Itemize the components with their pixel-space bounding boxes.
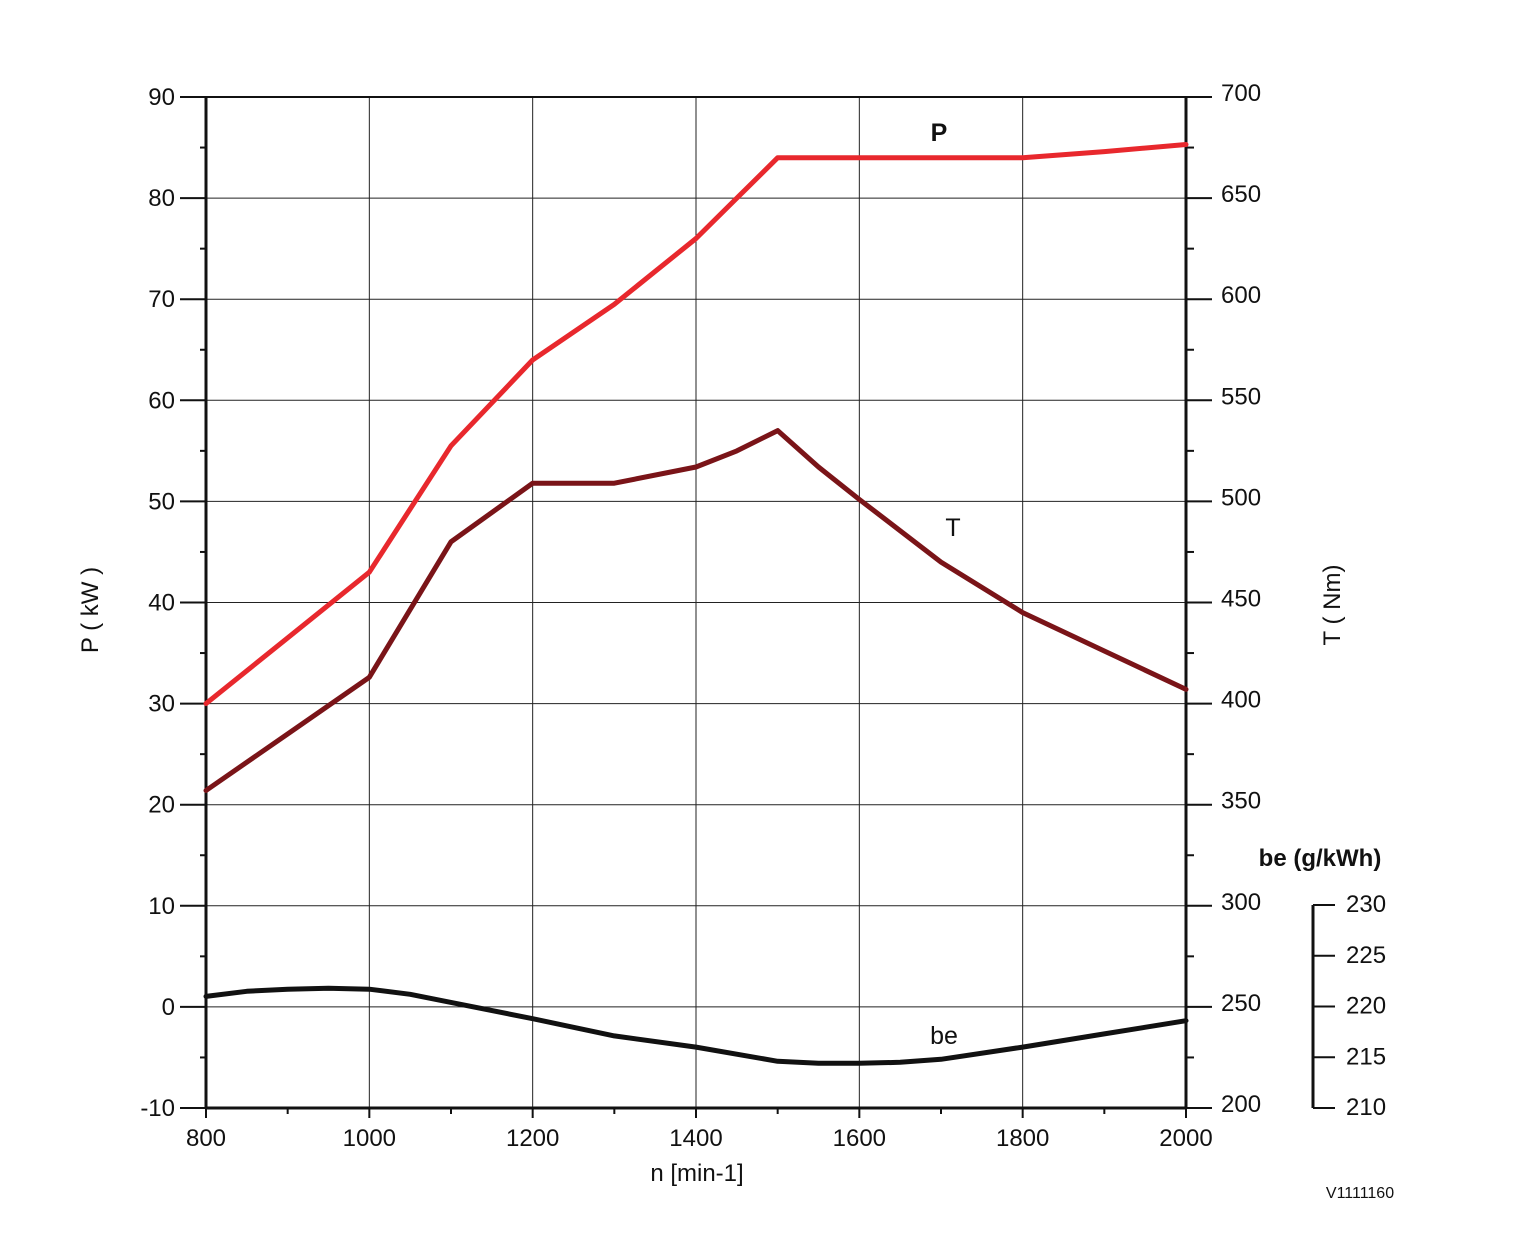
be-tick-label-215: 215: [1346, 1043, 1386, 1070]
x-tick-label-1400: 1400: [669, 1125, 722, 1152]
x-tick-label-1000: 1000: [343, 1125, 396, 1152]
x-tick-label-1600: 1600: [833, 1125, 886, 1152]
x-tick-label-2000: 2000: [1159, 1125, 1212, 1152]
x-tick-label-1800: 1800: [996, 1125, 1049, 1152]
y-left-tick-label-80: 80: [148, 185, 175, 212]
be-axis-title: be (g/kWh): [1259, 845, 1382, 872]
y-right-tick-label-500: 500: [1221, 484, 1261, 511]
series-line-p: [203, 142, 1189, 707]
y-right-axis-title: T ( Nm): [1319, 565, 1346, 646]
y-left-tick-label-30: 30: [148, 691, 175, 718]
y-left-tick-label-70: 70: [148, 286, 175, 313]
y-left-axis-title: P ( kW ): [77, 567, 104, 653]
y-right-tick-label-650: 650: [1221, 181, 1261, 208]
y-right-tick-label-400: 400: [1221, 687, 1261, 714]
series-label-t: T: [945, 514, 960, 542]
be-tick-label-225: 225: [1346, 942, 1386, 969]
y-left-tick-label-20: 20: [148, 792, 175, 819]
y-right-tick-label-200: 200: [1221, 1091, 1261, 1118]
series-label-p: P: [931, 119, 948, 147]
y-left-tick-label-50: 50: [148, 488, 175, 515]
be-tick-label-220: 220: [1346, 993, 1386, 1020]
series-line-t: [203, 428, 1189, 793]
x-axis-title: n [min-1]: [650, 1160, 743, 1187]
y-left-tick-label--10: -10: [140, 1095, 175, 1122]
y-left-tick-label-10: 10: [148, 893, 175, 920]
y-right-tick-label-600: 600: [1221, 282, 1261, 309]
tick-marks: [180, 96, 1335, 1118]
series-line-be: [203, 985, 1189, 1066]
x-tick-label-1200: 1200: [506, 1125, 559, 1152]
y-right-tick-label-350: 350: [1221, 788, 1261, 815]
tick-labels: 800 1000 1200 1400 1600 1800 2000 -10 0 10 20 30 40 5…: [140, 80, 1386, 1152]
y-right-tick-label-700: 700: [1221, 80, 1261, 107]
grid-lines: [206, 97, 1186, 1108]
y-left-tick-label-60: 60: [148, 387, 175, 414]
y-right-tick-label-550: 550: [1221, 383, 1261, 410]
y-right-tick-label-250: 250: [1221, 990, 1261, 1017]
x-tick-label-800: 800: [186, 1125, 226, 1152]
be-tick-label-230: 230: [1346, 891, 1386, 918]
reference-code: V1111160: [1326, 1185, 1394, 1202]
y-right-tick-label-300: 300: [1221, 889, 1261, 916]
data-series: [203, 142, 1189, 1066]
series-label-be: be: [930, 1022, 958, 1050]
y-right-tick-label-450: 450: [1221, 586, 1261, 613]
y-left-tick-label-40: 40: [148, 590, 175, 617]
be-tick-label-210: 210: [1346, 1094, 1386, 1121]
y-left-tick-label-0: 0: [162, 994, 175, 1021]
y-left-tick-label-90: 90: [148, 84, 175, 111]
